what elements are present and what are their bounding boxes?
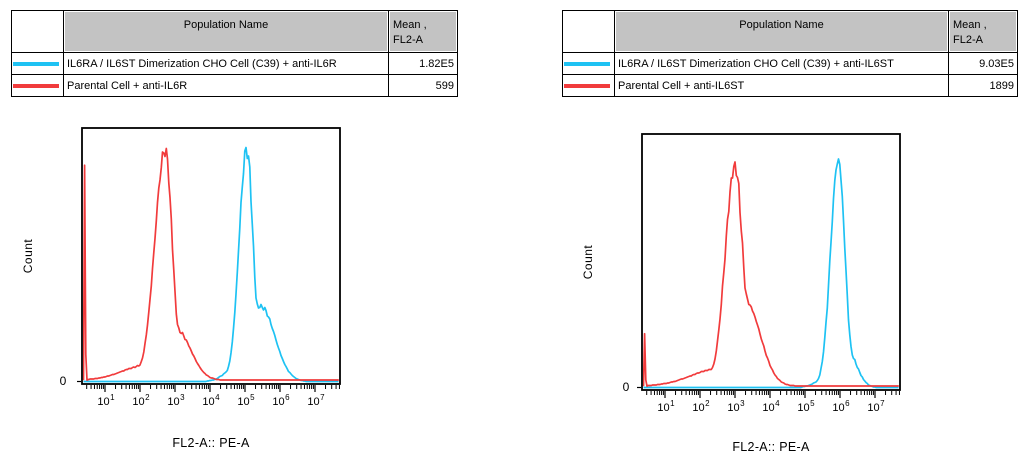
table-row: IL6RA / IL6ST Dimerization CHO Cell (C39… [11, 52, 458, 75]
table-header-row: Population Name Mean , FL2-A [11, 10, 458, 53]
x-tick-label: 105 [237, 393, 255, 408]
histogram-curve-cyan [643, 158, 899, 389]
population-name: IL6RA / IL6ST Dimerization CHO Cell (C39… [614, 52, 949, 75]
x-tick-label: 105 [797, 399, 815, 414]
mean-value: 9.03E5 [948, 52, 1018, 75]
flow-histogram-right: 101 102 103 104 105 106 107 [637, 133, 901, 414]
population-table-left: Population Name Mean , FL2-A IL6RA / IL6… [11, 10, 458, 97]
table-header-row: Population Name Mean , FL2-A [562, 10, 1018, 53]
mean-value: 1899 [948, 74, 1018, 97]
population-name-header-cell: Population Name [614, 10, 949, 53]
mean-header-cell: Mean , FL2-A [388, 10, 458, 53]
y-zero-label-right: 0 [622, 380, 630, 394]
swatch-header-cell [11, 10, 64, 53]
y-zero-label-left: 0 [59, 374, 67, 388]
x-tick-label: 102 [692, 399, 710, 414]
flow-histogram-left: 101 102 103 104 105 106 107 [77, 127, 341, 408]
mean-value: 599 [388, 74, 458, 97]
table-row: Parental Cell + anti-IL6ST 1899 [562, 74, 1018, 97]
y-axis-label-left: Count [21, 238, 35, 274]
swatch-cell [11, 74, 64, 97]
population-name: IL6RA / IL6ST Dimerization CHO Cell (C39… [63, 52, 389, 75]
y-axis-label-right: Count [581, 244, 595, 280]
series-swatch-red [564, 83, 610, 88]
x-tick-label: 103 [167, 393, 185, 408]
x-tick-label: 104 [762, 399, 780, 414]
histogram-curve-red [643, 161, 899, 388]
table-row: Parental Cell + anti-IL6R 599 [11, 74, 458, 97]
population-name: Parental Cell + anti-IL6R [63, 74, 389, 97]
x-axis-label-right: FL2-A:: PE-A [732, 440, 810, 454]
mean-header-cell: Mean , FL2-A [948, 10, 1018, 53]
x-tick-label: 102 [132, 393, 150, 408]
x-tick-label: 101 [97, 393, 115, 408]
mean-header: Mean , FL2-A [390, 12, 456, 51]
x-tick-label: 104 [202, 393, 220, 408]
series-swatch-red [13, 83, 59, 88]
x-axis-ticks [86, 385, 340, 392]
x-tick-label: 107 [307, 393, 325, 408]
histogram-curves [643, 158, 899, 389]
series-swatch-cyan [564, 61, 610, 66]
population-name-header: Population Name [65, 12, 387, 51]
population-table-right: Population Name Mean , FL2-A IL6RA / IL6… [562, 10, 1018, 97]
x-tick-label: 103 [727, 399, 745, 414]
swatch-cell [562, 74, 615, 97]
histogram-curve-red [83, 147, 339, 382]
x-tick-label: 101 [657, 399, 675, 414]
plot-border [641, 133, 901, 391]
mean-header: Mean , FL2-A [950, 12, 1016, 51]
x-axis-ticks [646, 391, 900, 398]
population-name-header: Population Name [616, 12, 947, 51]
histogram-curves [83, 146, 339, 383]
x-tick-label: 107 [867, 399, 885, 414]
swatch-cell [11, 52, 64, 75]
swatch-header-cell [562, 10, 615, 53]
histogram-curve-cyan [83, 146, 339, 383]
x-axis-label-left: FL2-A:: PE-A [172, 436, 250, 450]
population-name-header-cell: Population Name [63, 10, 389, 53]
plot-border [81, 127, 341, 385]
swatch-cell [562, 52, 615, 75]
x-tick-label: 106 [832, 399, 850, 414]
x-tick-label: 106 [272, 393, 290, 408]
table-row: IL6RA / IL6ST Dimerization CHO Cell (C39… [562, 52, 1018, 75]
mean-value: 1.82E5 [388, 52, 458, 75]
population-name: Parental Cell + anti-IL6ST [614, 74, 949, 97]
series-swatch-cyan [13, 61, 59, 66]
